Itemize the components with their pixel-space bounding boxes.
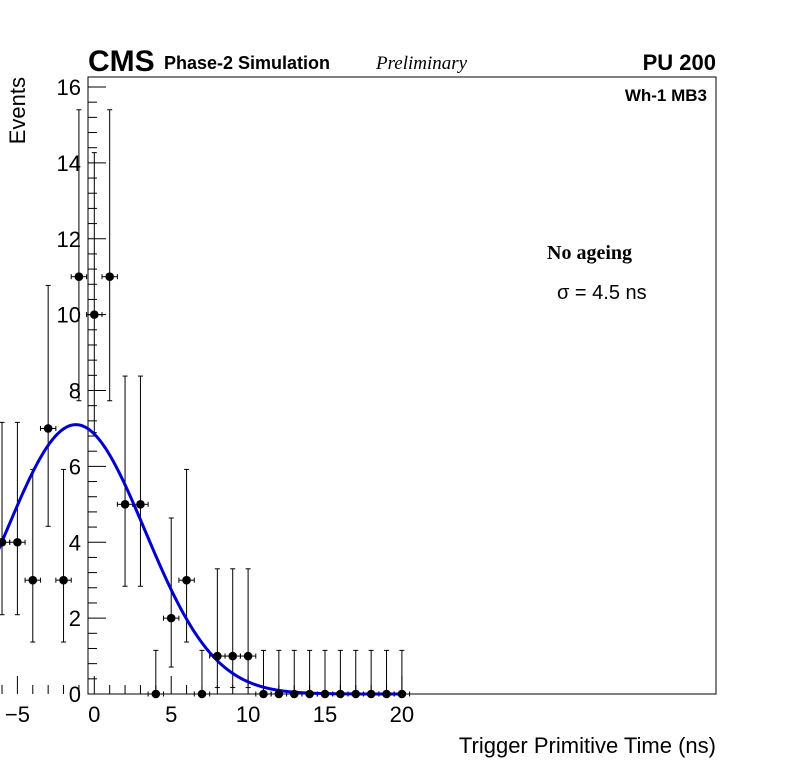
data-point bbox=[120, 500, 130, 509]
x-tick-label: 20 bbox=[390, 702, 414, 727]
sigma-label: σ = 4.5 ns bbox=[557, 282, 647, 304]
data-point bbox=[0, 537, 7, 547]
data-point bbox=[105, 272, 114, 281]
data-point bbox=[166, 613, 176, 623]
data-point bbox=[366, 689, 376, 699]
data-point bbox=[90, 310, 99, 319]
y-tick-label: 4 bbox=[69, 530, 81, 555]
data-point bbox=[182, 575, 191, 585]
data-point bbox=[228, 651, 238, 661]
data-point bbox=[197, 689, 207, 699]
data-point bbox=[336, 689, 345, 699]
data-point bbox=[213, 651, 222, 661]
data-point bbox=[243, 651, 253, 661]
data-point bbox=[305, 689, 314, 699]
data-point bbox=[151, 689, 161, 699]
x-tick-label: 10 bbox=[236, 702, 260, 727]
data-point bbox=[74, 272, 84, 281]
y-tick-label: 16 bbox=[57, 75, 81, 100]
data-point bbox=[136, 500, 145, 509]
condition-label: No ageing bbox=[547, 242, 632, 264]
data-point bbox=[28, 575, 38, 585]
y-tick-label: 10 bbox=[57, 303, 81, 328]
data-point bbox=[259, 689, 268, 699]
y-tick-label: 0 bbox=[69, 682, 81, 707]
x-tick-label: 15 bbox=[313, 702, 337, 727]
y-tick-label: 2 bbox=[69, 606, 81, 631]
data-point bbox=[351, 689, 361, 699]
fit-curve bbox=[0, 423, 402, 696]
y-tick-label: 14 bbox=[57, 151, 81, 176]
simulation-label: Phase-2 Simulation bbox=[164, 53, 330, 73]
data-point bbox=[43, 424, 53, 433]
data-point bbox=[382, 689, 391, 699]
x-tick-label: 0 bbox=[88, 702, 100, 727]
y-tick-label: 6 bbox=[69, 454, 81, 479]
x-tick-label: 5 bbox=[165, 702, 177, 727]
data-point bbox=[397, 689, 407, 699]
x-tick-label: −5 bbox=[5, 702, 30, 727]
data-point bbox=[320, 689, 330, 699]
pileup-label: PU 200 bbox=[643, 50, 716, 75]
y-tick-label: 8 bbox=[69, 379, 81, 404]
data-point bbox=[59, 575, 68, 585]
data-point bbox=[13, 537, 22, 547]
y-axis-title: Events bbox=[5, 77, 30, 144]
chamber-label: Wh-1 MB3 bbox=[625, 86, 707, 105]
cms-logo: CMS bbox=[88, 45, 155, 78]
data-point bbox=[274, 689, 284, 699]
x-axis-title: Trigger Primitive Time (ns) bbox=[459, 733, 716, 758]
preliminary-label: Preliminary bbox=[375, 53, 468, 74]
y-tick-label: 12 bbox=[57, 227, 81, 252]
data-point bbox=[289, 689, 299, 699]
